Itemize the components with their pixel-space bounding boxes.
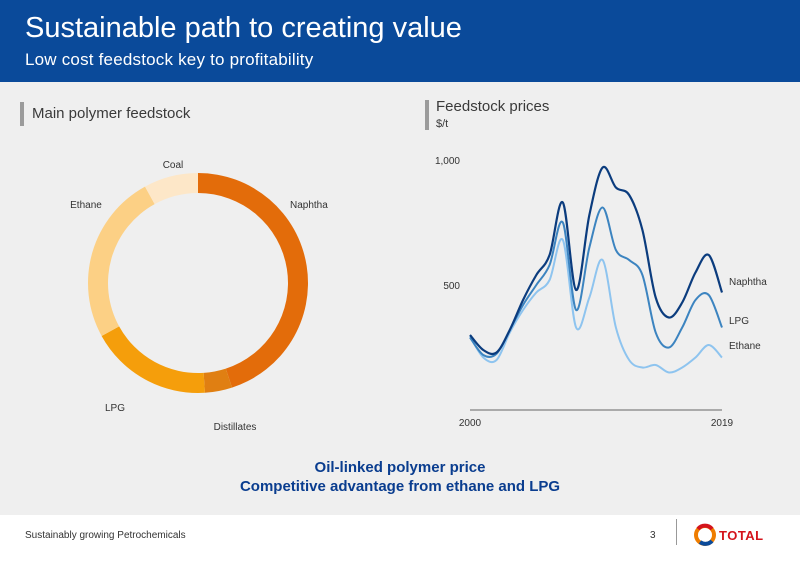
total-logo-icon: [694, 523, 716, 546]
y-tick-label: 500: [443, 281, 460, 292]
section-marker-left: [20, 102, 24, 126]
feedstock-price-chart: 500 1,000 2000 2019 Naphtha LPG Ethane: [435, 156, 767, 429]
slice-coal: [145, 173, 198, 205]
brand-wordmark: TOTAL: [719, 528, 764, 543]
slide-title: Sustainable path to creating value: [25, 12, 462, 44]
footer-divider: [676, 519, 677, 545]
footer-caption: Sustainably growing Petrochemicals: [25, 530, 186, 541]
conclusion-line-1: Oil-linked polymer price: [314, 459, 486, 476]
section-marker-right: [425, 100, 429, 130]
series-label-naphtha: Naphtha: [729, 277, 767, 288]
conclusion-line-2: Competitive advantage from ethane and LP…: [239, 478, 561, 495]
slice-ethane: [88, 186, 155, 336]
x-tick-label: 2019: [711, 418, 734, 429]
x-tick-label: 2000: [459, 418, 482, 429]
slice-label-naphtha: Naphtha: [290, 200, 328, 211]
footer: [0, 515, 800, 565]
series-label-lpg: LPG: [729, 316, 749, 327]
slice-distillates: [203, 368, 232, 393]
slice-label-coal: Coal: [163, 160, 184, 171]
slide-subtitle: Low cost feedstock key to profitability: [25, 50, 314, 69]
pie-panel-label: Main polymer feedstock: [32, 105, 191, 122]
page-number: 3: [650, 530, 656, 541]
line-panel-label: Feedstock prices: [436, 98, 550, 115]
feedstock-donut-chart: Naphtha Distillates LPG Ethane Coal: [70, 160, 328, 433]
series-label-ethane: Ethane: [729, 341, 761, 352]
slice-label-distillates: Distillates: [214, 422, 257, 433]
slice-label-lpg: LPG: [105, 403, 125, 414]
series-line-naphtha: [469, 165, 724, 356]
y-tick-label: 1,000: [435, 156, 460, 167]
slice-naphtha: [198, 173, 308, 388]
header-banner: Sustainable path to creating value Low c…: [0, 0, 800, 82]
series-line-ethane: [469, 238, 723, 374]
line-panel-unit: $/t: [436, 118, 449, 130]
slice-label-ethane: Ethane: [70, 200, 102, 211]
slice-lpg: [101, 326, 205, 393]
